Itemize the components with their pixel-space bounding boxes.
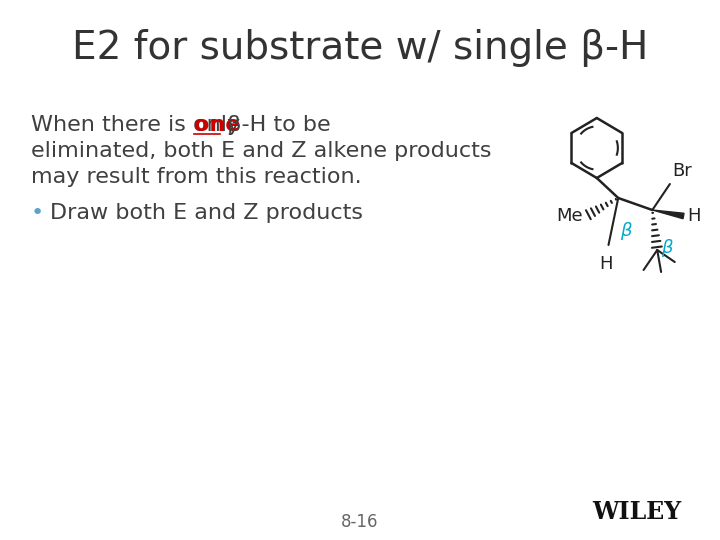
Text: may result from this reaction.: may result from this reaction. xyxy=(31,167,361,187)
Text: •: • xyxy=(31,203,44,223)
Text: H: H xyxy=(599,255,612,273)
Text: β: β xyxy=(661,239,672,257)
Text: 8-16: 8-16 xyxy=(341,513,379,531)
Polygon shape xyxy=(652,210,684,219)
Text: Me: Me xyxy=(557,207,583,225)
Text: H: H xyxy=(688,207,701,225)
Text: WILEY: WILEY xyxy=(593,500,682,524)
Text: β-H to be: β-H to be xyxy=(220,115,330,135)
Text: eliminated, both E and Z alkene products: eliminated, both E and Z alkene products xyxy=(31,141,491,161)
Text: one: one xyxy=(194,115,240,135)
Text: E2 for substrate w/ single β-H: E2 for substrate w/ single β-H xyxy=(72,29,648,67)
Text: β: β xyxy=(620,222,631,240)
Text: When there is only: When there is only xyxy=(31,115,247,135)
Text: Draw both E and Z products: Draw both E and Z products xyxy=(50,203,363,223)
Text: Br: Br xyxy=(672,162,692,180)
